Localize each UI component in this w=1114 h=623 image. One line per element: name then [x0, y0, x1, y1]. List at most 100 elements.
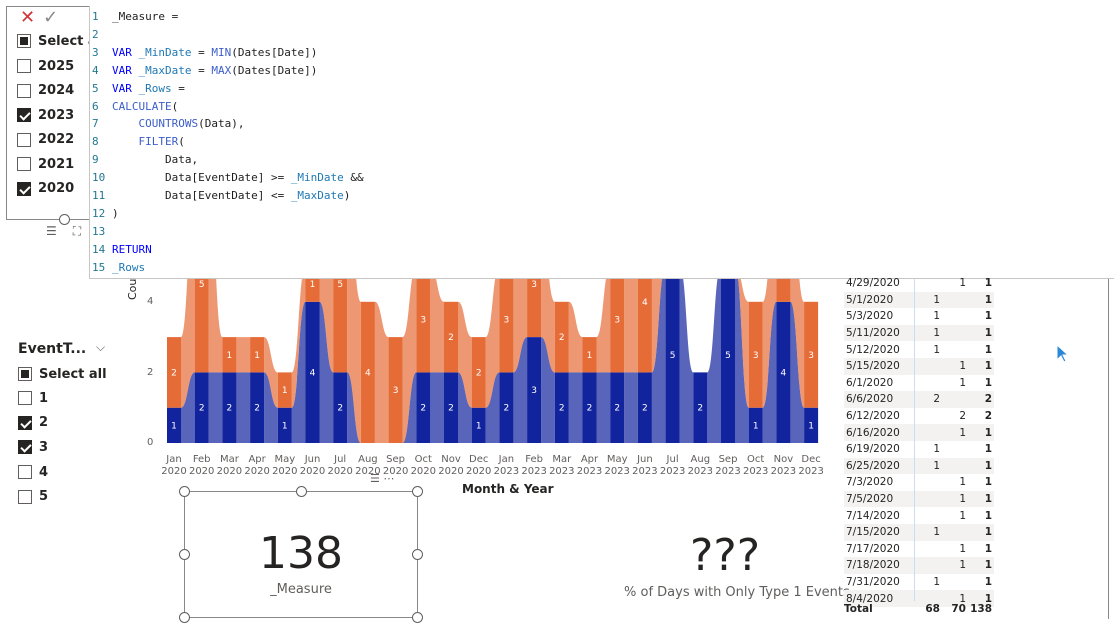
column-segment[interactable] [194, 372, 209, 443]
event-type-option[interactable]: 1 [18, 388, 48, 408]
table-row[interactable]: 6/25/2020 1 1 [844, 457, 994, 475]
column-segment[interactable] [416, 372, 431, 443]
column-segment[interactable] [499, 372, 514, 443]
column-segment[interactable] [721, 279, 735, 443]
measure-card[interactable]: 138 _Measure [184, 491, 418, 618]
event-type-option[interactable]: 4 [18, 462, 48, 482]
table-row[interactable]: 5/15/2020 1 1 [844, 358, 994, 375]
column-segment[interactable] [665, 279, 680, 443]
filter-icon[interactable]: ☰ [46, 224, 57, 238]
checkbox-icon[interactable] [17, 132, 31, 147]
checkbox-icon[interactable] [17, 59, 31, 73]
table-row[interactable]: 6/19/2020 1 1 [844, 441, 994, 458]
resize-handle[interactable] [179, 486, 190, 497]
table-row[interactable]: 7/3/2020 1 1 [844, 474, 994, 491]
table-row[interactable]: 7/17/2020 1 1 [844, 541, 994, 558]
year-option[interactable]: 2025 [17, 56, 74, 76]
commit-formula-button[interactable]: ✓ [43, 6, 59, 28]
column-segment[interactable] [748, 407, 763, 443]
event-type-option[interactable]: 3 [18, 437, 48, 457]
column-segment[interactable] [527, 279, 542, 338]
checkbox-icon[interactable] [18, 489, 32, 504]
column-segment[interactable] [444, 301, 458, 373]
resize-handle[interactable] [179, 612, 190, 623]
table-row[interactable]: 6/1/2020 1 1 [844, 375, 994, 392]
chevron-down-icon[interactable]: ⌵ [96, 340, 106, 354]
checkbox-icon[interactable] [17, 34, 31, 48]
column-segment[interactable] [471, 407, 486, 443]
event-select-all[interactable]: Select all [18, 364, 107, 384]
table-row[interactable]: 5/11/2020 1 1 [844, 324, 994, 342]
table-row[interactable]: 6/6/2020 2 2 [844, 391, 994, 408]
column-segment[interactable] [527, 337, 542, 443]
checkbox-icon[interactable] [17, 181, 31, 196]
checkbox-icon[interactable] [17, 83, 31, 98]
table-row[interactable]: 5/3/2020 1 1 [844, 308, 994, 325]
more-options-icon[interactable]: ☰ ⋯ [370, 472, 395, 485]
column-segment[interactable] [444, 372, 458, 443]
table-row[interactable]: 7/15/2020 1 1 [844, 524, 994, 541]
column-segment[interactable] [499, 279, 514, 373]
column-segment[interactable] [610, 279, 625, 373]
resize-handle[interactable] [59, 214, 70, 225]
column-segment[interactable] [222, 372, 237, 443]
column-segment[interactable] [167, 337, 181, 408]
column-segment[interactable] [277, 372, 292, 408]
column-segment[interactable] [804, 407, 819, 443]
year-option[interactable]: 2021 [17, 154, 74, 174]
column-segment[interactable] [222, 337, 237, 373]
column-segment[interactable] [554, 372, 569, 443]
column-segment[interactable] [582, 337, 597, 373]
resize-handle[interactable] [179, 549, 190, 560]
column-segment[interactable] [388, 337, 403, 443]
column-segment[interactable] [305, 279, 320, 302]
resize-handle[interactable] [412, 612, 423, 623]
table-row[interactable]: 7/14/2020 1 1 [844, 507, 994, 524]
table-row[interactable]: 6/16/2020 1 1 [844, 424, 994, 441]
table-row[interactable]: 7/31/2020 1 1 [844, 574, 994, 591]
checkbox-icon[interactable] [18, 465, 32, 480]
column-segment[interactable] [554, 301, 569, 373]
column-segment[interactable] [416, 279, 431, 373]
column-segment[interactable] [637, 279, 652, 373]
table-row[interactable]: 7/18/2020 1 1 [844, 557, 994, 574]
column-segment[interactable] [305, 301, 320, 443]
year-option[interactable]: 2023 [17, 105, 74, 125]
column-segment[interactable] [776, 301, 791, 443]
checkbox-icon[interactable] [17, 108, 31, 122]
column-segment[interactable] [804, 301, 819, 408]
resize-handle[interactable] [412, 549, 423, 560]
cancel-formula-button[interactable]: ✕ [20, 6, 36, 28]
event-type-option[interactable]: 2 [18, 413, 48, 433]
table-row[interactable]: 5/1/2020 1 1 [844, 291, 994, 309]
column-segment[interactable] [250, 372, 265, 443]
column-segment[interactable] [250, 337, 265, 373]
column-segment[interactable] [360, 301, 375, 443]
table-row[interactable]: 6/12/2020 2 2 [844, 408, 994, 425]
column-segment[interactable] [194, 279, 209, 373]
event-type-option[interactable]: 5 [18, 487, 48, 507]
checkbox-icon[interactable] [18, 440, 32, 455]
table-row[interactable]: 8/4/2020 1 1 [844, 590, 994, 607]
table-row[interactable]: 5/12/2020 1 1 [844, 341, 994, 358]
column-segment[interactable] [637, 372, 652, 443]
column-segment[interactable] [333, 279, 348, 373]
dax-editor[interactable]: 1 _Measure = 2 3 VAR _MinDate = MIN(Dates[Da… [89, 6, 1114, 279]
column-segment[interactable] [471, 337, 486, 408]
table-row[interactable]: 4/29/2020 1 1 [844, 275, 994, 292]
column-segment[interactable] [277, 407, 292, 443]
checkbox-icon[interactable] [18, 391, 32, 405]
resize-handle[interactable] [296, 486, 307, 497]
year-option[interactable]: 2022 [17, 130, 74, 150]
table-row[interactable]: 7/5/2020 1 1 [844, 490, 994, 508]
focus-mode-icon[interactable]: ⛶ [72, 224, 82, 238]
year-option[interactable]: 2024 [17, 81, 74, 101]
column-segment[interactable] [582, 372, 597, 443]
column-segment[interactable] [333, 372, 348, 443]
column-segment[interactable] [748, 301, 763, 408]
checkbox-icon[interactable] [18, 367, 32, 381]
checkbox-icon[interactable] [17, 157, 31, 171]
column-segment[interactable] [776, 279, 791, 302]
checkbox-icon[interactable] [18, 415, 32, 430]
resize-handle[interactable] [412, 486, 423, 497]
